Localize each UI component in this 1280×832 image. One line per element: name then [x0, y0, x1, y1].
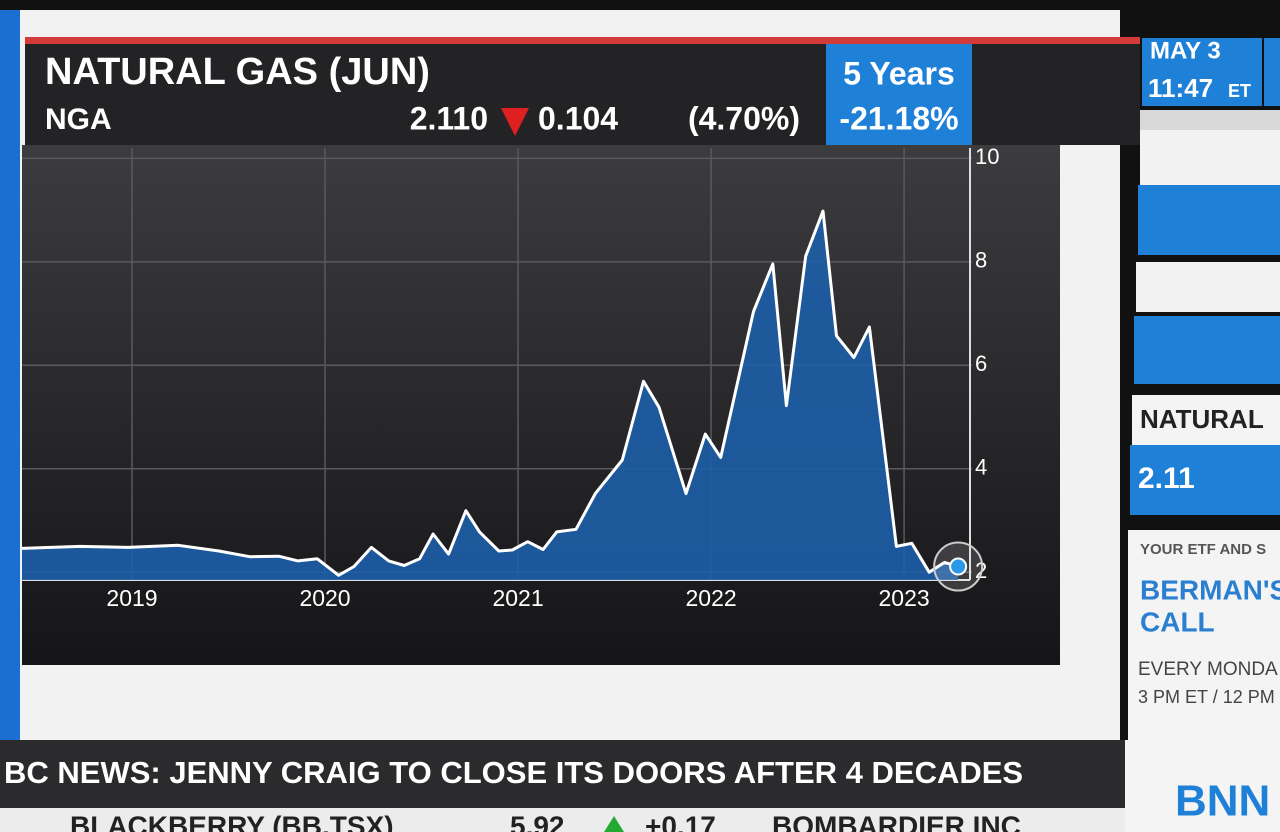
- y-tick-label: 10: [975, 144, 999, 169]
- y-tick-label: 6: [975, 351, 987, 376]
- ticker-name: BLACKBERRY (BB.TSX): [70, 810, 394, 832]
- plot: 24681020192020202120222023: [21, 144, 999, 611]
- quote-value: 2.11: [1138, 462, 1195, 495]
- x-tick-label: 2020: [299, 585, 350, 611]
- side-white: [1140, 130, 1280, 185]
- side-strip: [1140, 110, 1280, 130]
- promo-day: EVERY MONDA: [1138, 659, 1278, 680]
- promo-box: [1128, 530, 1280, 740]
- period-box: [826, 44, 972, 145]
- promo-title: CALL: [1140, 606, 1215, 637]
- chart-title: NATURAL GAS (JUN): [45, 51, 430, 93]
- up-arrow: [604, 816, 624, 832]
- down-arrow: [501, 108, 529, 136]
- headline-bar: [0, 740, 1125, 808]
- x-tick-label: 2022: [685, 585, 736, 611]
- clock-box-2: [1264, 38, 1280, 106]
- ticker-price: 5.92: [510, 810, 565, 832]
- time: 11:47: [1148, 73, 1213, 103]
- red-rule: [25, 37, 1140, 44]
- symbol: NGA: [45, 103, 112, 136]
- line: [21, 209, 959, 577]
- quote-name: NATURAL: [1140, 404, 1264, 434]
- ticker-change: +0.17: [645, 810, 716, 832]
- side-white-2: [1136, 262, 1280, 312]
- quote-value-box: [1130, 445, 1280, 515]
- promo-title: BERMAN'S: [1140, 574, 1280, 605]
- promo-time: 3 PM ET / 12 PM: [1138, 687, 1275, 707]
- change: 0.104: [538, 100, 618, 136]
- last-point: [949, 557, 968, 576]
- ticker-bar: [0, 808, 1125, 832]
- change-pct: (4.70%): [688, 100, 800, 136]
- promo-kicker: YOUR ETF AND S: [1140, 541, 1266, 558]
- logo: BNN: [1175, 777, 1270, 826]
- price: 2.110: [410, 100, 488, 136]
- time-zone: ET: [1228, 81, 1251, 101]
- area: [22, 211, 959, 580]
- period: 5 Years: [843, 55, 955, 91]
- left-strip: [0, 10, 22, 740]
- period-change: -21.18%: [839, 100, 958, 136]
- headline: BC NEWS: JENNY CRAIG TO CLOSE ITS DOORS …: [4, 755, 1023, 790]
- x-tick-label: 2019: [106, 585, 157, 611]
- quote-name-box: [1132, 395, 1280, 445]
- x-tick-label: 2023: [879, 585, 930, 611]
- date: MAY 3: [1150, 37, 1221, 64]
- side-blue-2: [1134, 316, 1280, 384]
- logo-box: [1125, 740, 1280, 832]
- side-blue-1: [1138, 185, 1280, 255]
- clock-box: [1142, 38, 1262, 106]
- ticker-next: BOMBARDIER INC: [772, 810, 1021, 832]
- y-tick-label: 8: [975, 248, 987, 273]
- x-tick-label: 2021: [492, 585, 543, 611]
- y-tick-label: 4: [975, 455, 987, 480]
